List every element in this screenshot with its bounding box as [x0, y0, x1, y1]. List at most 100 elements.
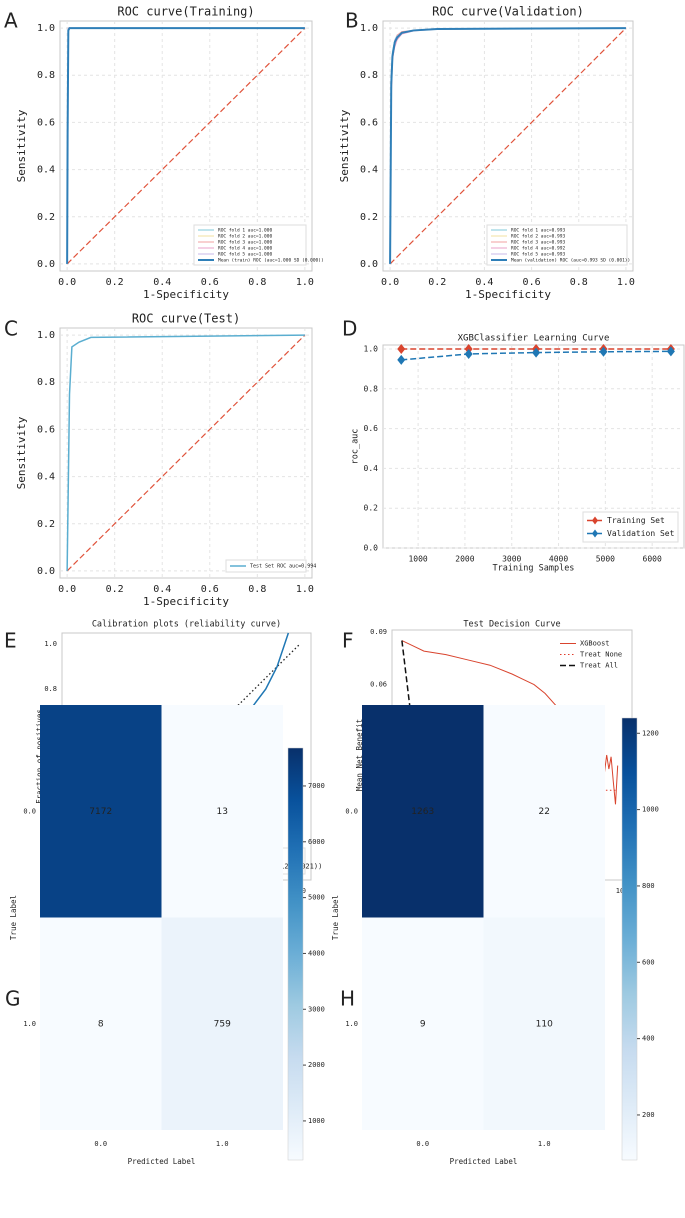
colorbar: [287, 747, 304, 1161]
x-axis-label: Predicted Label: [128, 1157, 196, 1166]
legend-label: Training Set: [607, 516, 665, 525]
chart-title: XGBClassifier Learning Curve: [458, 334, 610, 344]
x-tick-label: 0.4: [153, 277, 171, 288]
y-tick-label: 0.6: [364, 424, 379, 433]
x-tick-label: 0.4: [475, 277, 493, 288]
cell-label: 1263: [411, 807, 434, 817]
y-axis-label: Fraction of positives: [35, 709, 44, 804]
cell-label: 7172: [89, 807, 112, 817]
x-tick-label: 1.0: [538, 1140, 551, 1148]
x-axis-label: Predicted Label: [450, 1157, 518, 1166]
y-tick-label: 0.6: [37, 424, 55, 435]
panel-label: C: [4, 317, 18, 341]
y-tick-label: 0.2: [364, 504, 379, 513]
legend-label: ROC fold 1 auc=1.000: [218, 228, 272, 234]
colorbar-tick-label: 3000: [308, 1005, 325, 1013]
colorbar-tick-label: 5000: [308, 894, 325, 902]
y-tick-label: 0.0: [37, 566, 55, 577]
y-tick-label: 0.0: [23, 807, 36, 815]
y-tick-label: 0.2: [360, 212, 378, 223]
x-tick-label: 1000: [408, 555, 427, 564]
colorbar-tick-label: 1200: [642, 729, 659, 737]
y-tick-label: 0.4: [364, 464, 379, 473]
cell-label: 110: [536, 1019, 553, 1029]
x-tick-label: 1.0: [296, 277, 314, 288]
x-tick-label: 4000: [549, 555, 568, 564]
reference-line: [389, 27, 627, 265]
panel-label: G: [5, 987, 21, 1011]
marker: [464, 348, 473, 359]
marker: [397, 354, 406, 365]
x-tick-label: 0.2: [106, 584, 124, 595]
y-tick-label: 0.8: [37, 377, 55, 388]
x-tick-label: 0.6: [201, 277, 219, 288]
y-tick-label: 0.2: [37, 212, 55, 223]
colorbar-tick-label: 200: [642, 1111, 655, 1119]
x-tick-label: 1.0: [296, 584, 314, 595]
x-tick-label: 0.2: [428, 277, 446, 288]
x-tick-label: 0.8: [248, 584, 266, 595]
x-tick-label: 0.0: [416, 1140, 429, 1148]
y-axis-label: True Label: [331, 895, 340, 940]
legend-frame: [582, 511, 679, 543]
y-tick-label: 0.8: [364, 384, 379, 393]
series-line: [389, 27, 626, 264]
x-tick-label: 2000: [455, 555, 474, 564]
legend-marker: [592, 516, 598, 525]
reference-line: [66, 334, 306, 572]
y-axis-label: roc_auc: [351, 429, 361, 465]
x-tick-label: 1.0: [617, 277, 635, 288]
x-axis-label: Training Samples: [493, 564, 575, 574]
colorbar-tick-label: 4000: [308, 949, 325, 957]
reference-line: [66, 27, 306, 265]
heatmap-cell: [483, 917, 605, 1130]
x-tick-label: 0.4: [153, 584, 171, 595]
chart-title: ROC curve(Training): [117, 5, 254, 19]
x-axis-label: 1-Specificity: [143, 595, 229, 608]
legend-frame: [556, 636, 626, 673]
legend-frame: [225, 559, 307, 573]
legend-label: Treat None: [580, 651, 622, 659]
y-tick-label: 0.8: [44, 685, 57, 693]
x-axis-label: 1-Specificity: [143, 288, 229, 301]
y-tick-label: 0.0: [360, 259, 378, 270]
y-tick-label: 1.0: [37, 330, 55, 341]
heatmap-cell: [40, 917, 162, 1130]
x-tick-label: 0.2: [106, 277, 124, 288]
y-axis-label: Sensitivity: [15, 416, 28, 489]
colorbar-tick-label: 1000: [642, 806, 659, 814]
cell-label: 759: [214, 1019, 231, 1029]
cell-label: 8: [98, 1019, 104, 1029]
x-tick-label: 0.8: [570, 277, 588, 288]
legend-label: Validation Set: [607, 529, 675, 538]
heatmap-cell: [483, 705, 605, 918]
colorbar: [621, 717, 638, 1161]
heatmap-cell: [362, 705, 484, 918]
colorbar-tick-label: 7000: [308, 782, 325, 790]
heatmap-cell: [161, 705, 283, 918]
legend-label: XGBoost: [580, 640, 610, 648]
y-tick-label: 0.4: [37, 165, 55, 176]
y-tick-label: 0.6: [37, 117, 55, 128]
marker: [532, 347, 541, 358]
x-tick-label: 5000: [596, 555, 615, 564]
legend-label: Test Set ROC auc=0.994: [250, 564, 316, 570]
x-tick-label: 0.0: [58, 277, 76, 288]
x-tick-label: 1.0: [216, 1140, 229, 1148]
legend-label: Mean (validation) ROC (auc=0.993 SD (0.0…: [511, 258, 630, 264]
y-tick-label: 0.8: [37, 70, 55, 81]
panel-label: E: [4, 629, 17, 653]
legend-label: ROC fold 3 auc=1.000: [218, 240, 272, 246]
y-axis-label: True Label: [9, 895, 18, 940]
legend-label: ROC fold 4 auc=1.000: [218, 246, 272, 252]
y-tick-label: 0.8: [360, 70, 378, 81]
x-tick-label: 0.6: [201, 584, 219, 595]
y-tick-label: 0.09: [370, 628, 387, 636]
y-tick-label: 0.0: [364, 544, 379, 553]
y-tick-label: 1.0: [360, 23, 378, 34]
y-tick-label: 0.2: [37, 519, 55, 530]
legend-label: ROC fold 4 auc=0.992: [511, 246, 565, 252]
y-axis-label: Mean Net Benefit: [355, 719, 364, 791]
chart-title: ROC curve(Test): [132, 312, 240, 326]
